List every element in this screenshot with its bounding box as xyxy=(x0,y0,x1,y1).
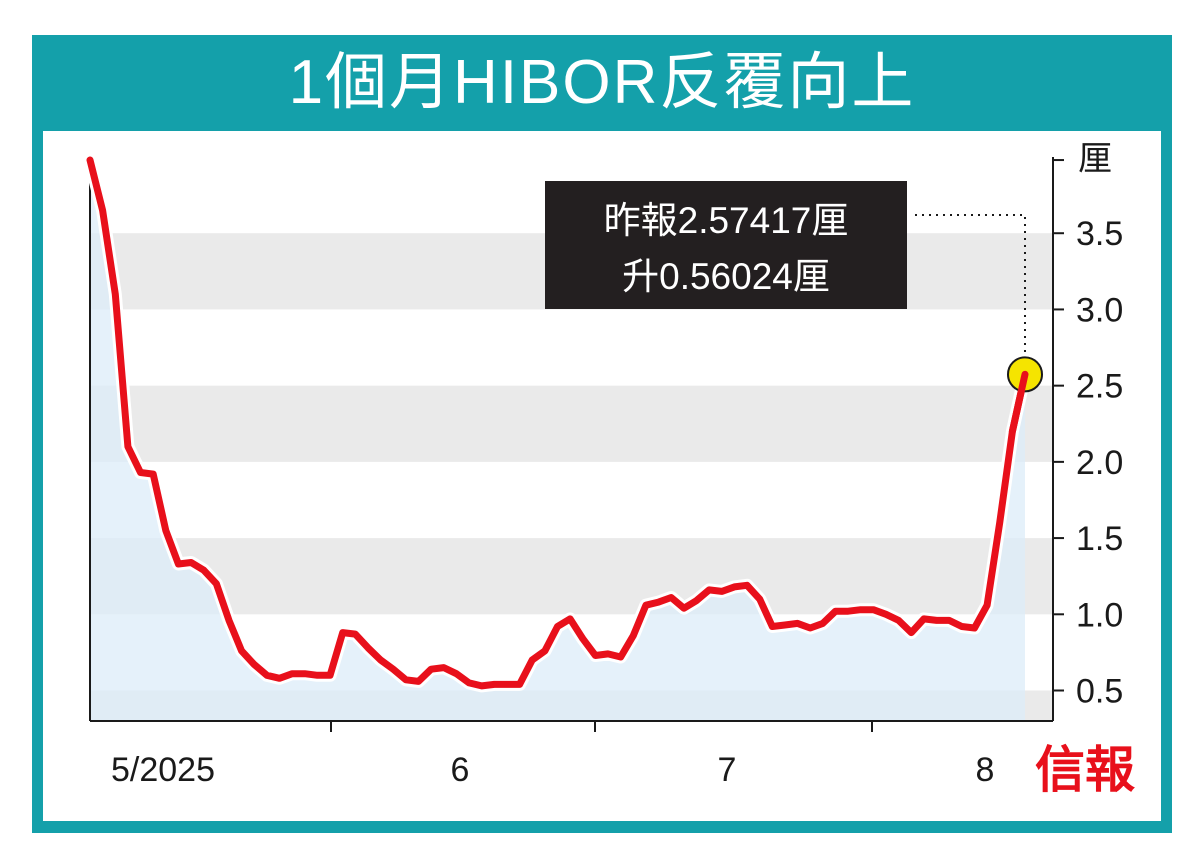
callout-leader-line xyxy=(915,214,1026,355)
series-line xyxy=(86,156,1029,690)
x-tick-label: 8 xyxy=(976,751,995,789)
y-tick-label: 1.5 xyxy=(1076,520,1123,558)
y-tick-label: 1.0 xyxy=(1076,596,1123,634)
callout-line-1: 昨報2.57417厘 xyxy=(604,200,849,241)
y-tick-label: 3.0 xyxy=(1076,291,1123,329)
grid-band xyxy=(90,538,1053,615)
y-tick-label: 3.5 xyxy=(1076,215,1123,253)
chart-frame: 1個月HIBOR反覆向上 0.5 1.0 1.5 2.0 2.5 3.0 3.5 5/202… xyxy=(32,35,1172,833)
series-line-tail xyxy=(1008,370,1029,435)
x-tick-label: 5/2025 xyxy=(111,751,215,789)
callout-box: 昨報2.57417厘 升0.56024厘 xyxy=(545,181,907,309)
chart-panel: 0.5 1.0 1.5 2.0 2.5 3.0 3.5 5/2025 6 7 8 厘 昨報2.57… xyxy=(43,131,1161,821)
series-area-fill xyxy=(90,160,1025,721)
callout-line-2: 升0.56024厘 xyxy=(622,256,830,297)
y-ticks: 0.5 1.0 1.5 2.0 2.5 3.0 3.5 xyxy=(1053,159,1123,711)
y-tick-label: 2.0 xyxy=(1076,444,1123,482)
y-unit-label: 厘 xyxy=(1078,140,1112,178)
y-tick-label: 0.5 xyxy=(1076,673,1123,711)
brand-logo: 信報 xyxy=(1035,740,1135,799)
callout-background xyxy=(545,181,907,309)
chart-title: 1個月HIBOR反覆向上 xyxy=(288,48,916,117)
grid-band xyxy=(90,385,1053,462)
x-ticks: 5/2025 6 7 8 xyxy=(111,721,994,789)
x-tick-label: 6 xyxy=(451,751,470,789)
x-tick-label: 7 xyxy=(718,751,737,789)
y-tick-label: 2.5 xyxy=(1076,368,1123,406)
chart-svg: 0.5 1.0 1.5 2.0 2.5 3.0 3.5 5/2025 6 7 8 厘 昨報2.57… xyxy=(83,140,1135,799)
axes: 0.5 1.0 1.5 2.0 2.5 3.0 3.5 5/2025 6 7 8 xyxy=(89,157,1123,789)
